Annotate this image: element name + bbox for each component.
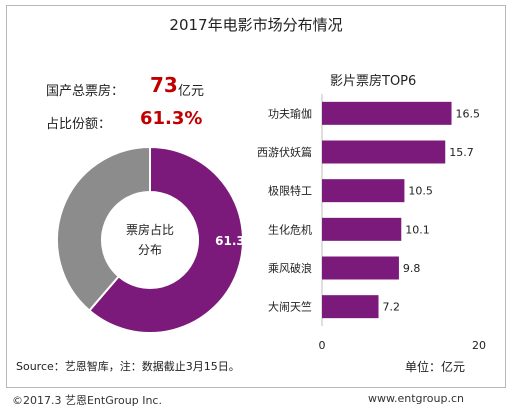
bar-value-label: 10.5: [408, 185, 433, 198]
bar-category-label: 生化危机: [268, 222, 312, 236]
chart-title: 2017年电影市场分布情况: [169, 16, 343, 34]
bar-category-label: 西游伏妖篇: [257, 145, 312, 159]
unit-note: 单位：亿元: [405, 360, 466, 374]
x-tick-label: 0: [319, 339, 326, 352]
bar: [322, 217, 402, 241]
bar: [322, 179, 405, 203]
bar-category-label: 极限特工: [268, 184, 312, 198]
bar-value-label: 16.5: [456, 107, 481, 120]
bar: [322, 256, 399, 280]
donut-center-label: 票房占比: [126, 222, 174, 237]
pie-slice-label: 61.3%: [215, 234, 257, 248]
footer-website: www.entgroup.cn: [368, 392, 464, 405]
donut-center-label: 分布: [138, 243, 162, 257]
bar-value-label: 9.8: [403, 262, 421, 275]
bar-value-label: 15.7: [449, 146, 474, 159]
bar-value-label: 10.1: [405, 223, 430, 236]
bar-category-label: 大闹天竺: [268, 300, 312, 314]
share-value: 61.3%: [140, 108, 203, 129]
bar-category-label: 乘风破浪: [268, 261, 312, 275]
bar: [322, 295, 379, 319]
bar: [322, 101, 452, 125]
total-box-office-label: 国产总票房：: [46, 84, 125, 99]
footer-copyright: ©2017.3 艺恩EntGroup Inc.: [12, 394, 162, 407]
bar-category-label: 功夫瑜伽: [268, 106, 312, 120]
bar-value-label: 7.2: [383, 301, 401, 314]
source-note: Source：艺恩智库，注：数据截止3月15日。: [16, 360, 240, 373]
total-box-office-value: 73: [150, 73, 178, 97]
bar: [322, 140, 446, 164]
x-tick-label: 20: [472, 339, 486, 352]
bar-chart-title: 影片票房TOP6: [330, 74, 417, 89]
total-box-office-unit: 亿元: [178, 84, 205, 99]
share-label: 占比份额：: [46, 117, 112, 132]
pie-slice: [56, 145, 151, 312]
pie-slice: [87, 145, 244, 334]
